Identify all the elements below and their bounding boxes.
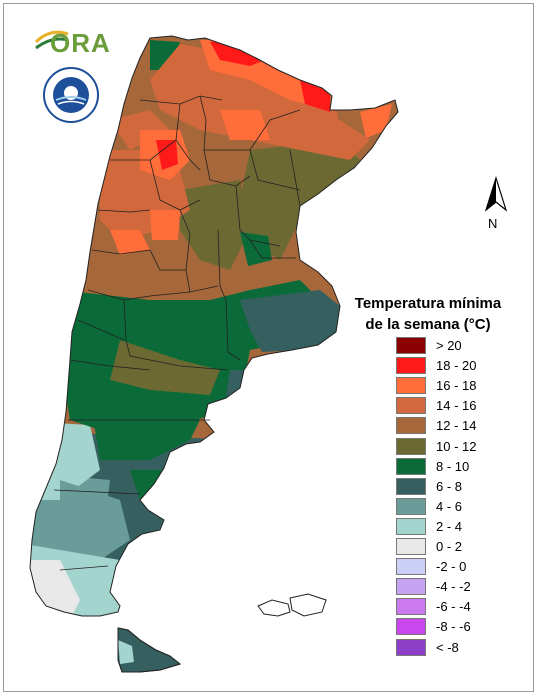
legend-label: -6 - -4 xyxy=(436,599,471,615)
legend-title-line1: Temperatura mínima xyxy=(354,295,502,312)
legend-item: < -8 xyxy=(396,638,536,657)
legend-item: 4 - 6 xyxy=(396,497,536,516)
legend-swatch xyxy=(396,618,426,636)
legend-item: 10 - 12 xyxy=(396,437,536,456)
malvinas-islands xyxy=(257,593,327,617)
country-outline xyxy=(29,35,399,617)
ora-logo-icon xyxy=(34,30,69,50)
smn-seal-icon xyxy=(43,67,99,123)
legend-item: 6 - 8 xyxy=(396,477,536,496)
legend-label: 0 - 2 xyxy=(436,539,463,554)
legend-label: 12 - 14 xyxy=(436,418,477,434)
legend-label: < -8 xyxy=(436,639,459,655)
legend-label: 10 - 12 xyxy=(436,438,477,454)
legend-swatch xyxy=(396,497,426,515)
legend-label: -4 - -2 xyxy=(436,579,471,595)
legend-swatch xyxy=(396,357,426,375)
legend-swatch xyxy=(396,477,426,495)
legend-item: 14 - 16 xyxy=(396,397,536,415)
legend-label: -8 - -6 xyxy=(436,619,471,635)
legend-swatch xyxy=(396,377,426,395)
legend-item: 2 - 4 xyxy=(396,517,536,536)
ora-logo-text: ORA xyxy=(50,28,111,58)
north-label: N xyxy=(488,216,498,231)
legend-title-line2: de la semana (°C) xyxy=(365,316,491,333)
north-arrow-icon xyxy=(484,175,508,212)
legend-swatch xyxy=(396,457,426,475)
legend-swatch xyxy=(396,558,426,576)
legend-item: 0 - 2 xyxy=(396,538,536,556)
legend-item: -8 - -6 xyxy=(396,618,536,636)
legend-swatch xyxy=(396,638,426,656)
legend-swatch xyxy=(396,437,426,455)
legend-item: 12 - 14 xyxy=(396,417,536,435)
province-borders xyxy=(53,95,301,571)
legend-item: 18 - 20 xyxy=(396,357,536,375)
legend-item: 8 - 10 xyxy=(396,457,536,476)
legend-item: > 20 xyxy=(396,337,536,355)
legend-swatch xyxy=(396,337,426,354)
legend-item: -4 - -2 xyxy=(396,578,536,596)
legend-label: -2 - 0 xyxy=(436,559,467,575)
legend-label: > 20 xyxy=(436,338,462,353)
legend-swatch xyxy=(396,598,426,616)
legend-swatch xyxy=(396,417,426,435)
legend-title: Temperatura mínima de la semana (°C) xyxy=(330,293,526,335)
legend-swatch xyxy=(396,397,426,415)
legend-label: 14 - 16 xyxy=(436,398,477,414)
legend-label: 4 - 6 xyxy=(436,498,463,514)
legend-item: -2 - 0 xyxy=(396,558,536,576)
legend-swatch xyxy=(396,517,426,535)
legend-label: 8 - 10 xyxy=(436,458,470,474)
legend-label: 2 - 4 xyxy=(436,518,463,534)
legend-label: 16 - 18 xyxy=(436,378,477,394)
legend-item: 16 - 18 xyxy=(396,377,536,395)
legend-swatch xyxy=(396,578,426,596)
tierra-del-fuego xyxy=(117,627,182,673)
legend-label: 6 - 8 xyxy=(436,478,463,494)
legend-swatch xyxy=(396,538,426,555)
map-frame xyxy=(3,3,534,692)
legend-item: -6 - -4 xyxy=(396,598,536,616)
legend-label: 18 - 20 xyxy=(436,358,477,374)
